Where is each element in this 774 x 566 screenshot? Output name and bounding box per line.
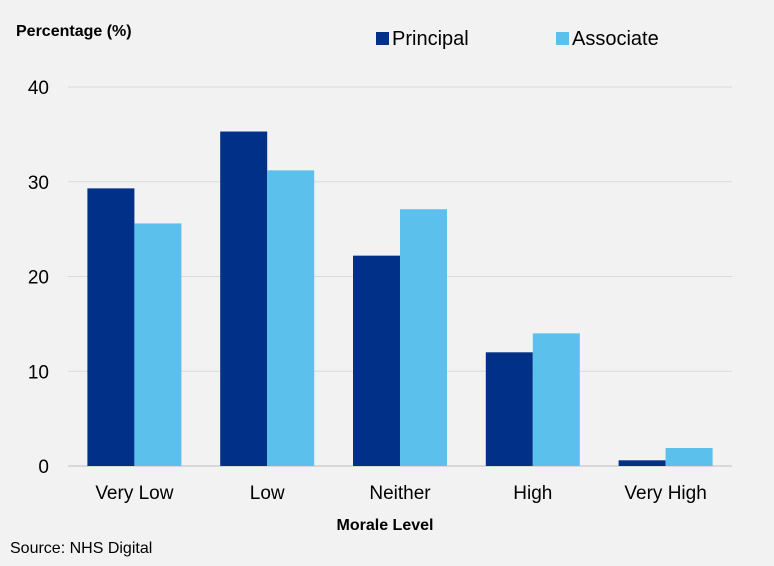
bar-associate-very-high xyxy=(665,447,713,466)
bar-principal-low xyxy=(220,131,268,466)
bar-associate-neither xyxy=(400,209,447,467)
bars xyxy=(87,131,713,467)
legend-swatch-principal xyxy=(376,32,389,45)
legend-label-associate: Associate xyxy=(572,28,659,50)
x-tick-label: Low xyxy=(250,483,285,504)
bar-associate-very-low xyxy=(134,223,182,466)
bar-associate-high xyxy=(532,333,580,466)
y-tick-label: 30 xyxy=(28,173,49,194)
x-tick-label: Neither xyxy=(369,483,431,504)
y-tick-label: 20 xyxy=(28,268,49,289)
bar-principal-neither xyxy=(353,255,400,466)
source-note: Source: NHS Digital xyxy=(10,540,152,557)
x-tick-label: Very High xyxy=(624,483,706,504)
y-ticks: 0 10 20 30 40 xyxy=(28,78,49,478)
y-tick-label: 40 xyxy=(28,78,49,99)
x-tick-label: Very Low xyxy=(95,483,173,504)
legend: Principal Associate xyxy=(376,28,659,50)
legend-swatch-associate xyxy=(556,32,569,45)
bar-associate-low xyxy=(267,170,315,466)
y-axis-label: Percentage (%) xyxy=(16,23,132,40)
x-tick-label: High xyxy=(513,483,552,504)
x-axis-label: Morale Level xyxy=(337,517,434,534)
y-tick-label: 10 xyxy=(28,362,49,383)
category-labels: Very Low Low Neither High Very High xyxy=(95,483,706,504)
bar-principal-very-high xyxy=(618,460,666,466)
bar-principal-very-low xyxy=(87,188,135,466)
legend-label-principal: Principal xyxy=(392,28,469,50)
y-tick-label: 0 xyxy=(38,457,49,478)
bar-principal-high xyxy=(485,352,533,466)
